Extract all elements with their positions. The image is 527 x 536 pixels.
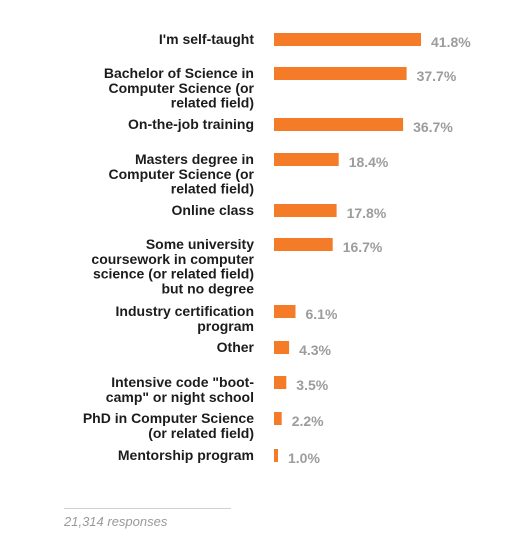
value-label: 4.3% [299, 342, 331, 358]
value-label: 2.2% [292, 413, 324, 429]
value-label: 1.0% [288, 450, 320, 466]
category-label: Mentorship program [118, 447, 254, 463]
category-label: Some university coursework in computer sci… [91, 236, 254, 296]
bar [274, 67, 407, 80]
bar [274, 412, 282, 425]
bar [274, 449, 278, 462]
bar [274, 376, 287, 389]
bar [274, 341, 290, 354]
value-label: 3.5% [296, 377, 328, 393]
category-label: Masters degree in Computer Science (or rel… [109, 151, 255, 197]
value-label: 41.8% [431, 34, 471, 50]
footer-divider [64, 508, 231, 509]
value-label: 17.8% [347, 205, 387, 221]
value-label: 16.7% [343, 239, 383, 255]
category-label: Online class [172, 202, 255, 218]
bar [274, 33, 421, 46]
bar [274, 118, 404, 131]
category-label: PhD in Computer Science (or related field… [83, 410, 254, 441]
bar [274, 204, 337, 217]
category-label: Bachelor of Science in Computer Science (… [104, 65, 255, 111]
value-label: 18.4% [349, 154, 389, 170]
bar [274, 153, 339, 166]
category-label: Intensive code "boot-camp" or night scho… [106, 374, 255, 405]
category-label: I'm self-taught [159, 31, 254, 47]
bar [274, 238, 333, 251]
value-label: 36.7% [413, 119, 453, 135]
value-label: 37.7% [417, 68, 457, 84]
response-count: 21,314 responses [64, 514, 168, 529]
category-label: Industry certification program [116, 303, 254, 334]
value-label: 6.1% [306, 306, 338, 322]
category-label: On-the-job training [128, 116, 254, 132]
category-label: Other [217, 339, 255, 355]
bar [274, 305, 296, 318]
